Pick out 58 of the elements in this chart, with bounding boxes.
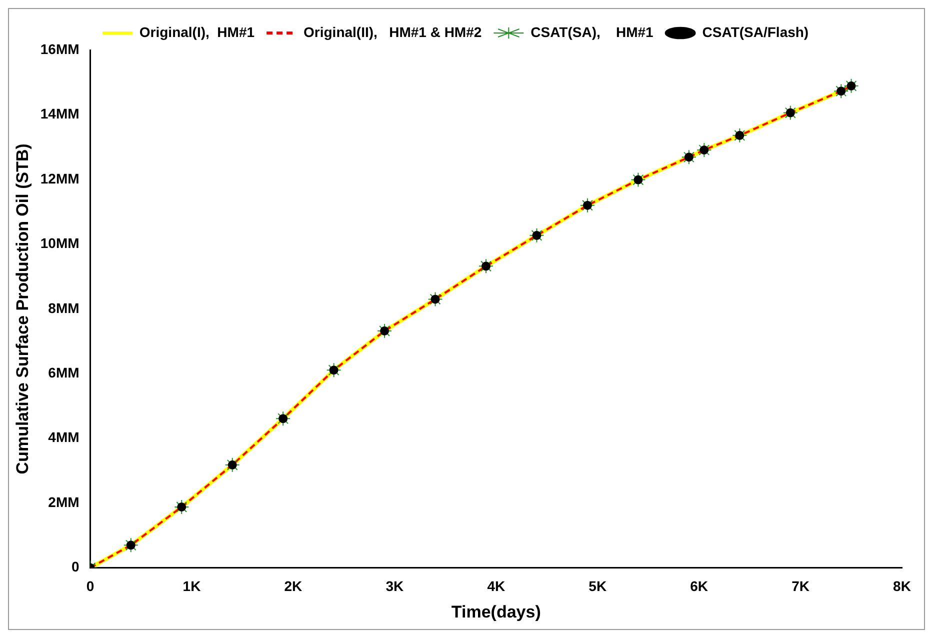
y-tick-label: 4MM: [48, 429, 80, 446]
point: [377, 323, 392, 338]
point: [123, 538, 138, 553]
x-axis-title: Time(days): [451, 602, 541, 622]
point: [224, 457, 240, 472]
y-tick-label: 2MM: [48, 494, 80, 510]
point: [732, 128, 748, 143]
point: [684, 152, 694, 162]
point: [834, 84, 849, 99]
point: [482, 262, 490, 271]
point: [836, 86, 846, 96]
point: [380, 326, 390, 336]
x-tick-label: 1K: [182, 578, 201, 594]
x-tick-label: 6K: [690, 578, 708, 594]
y-tick-label: 0: [72, 558, 80, 575]
point: [582, 200, 592, 210]
y-tick-label: 10MM: [40, 235, 80, 252]
y-tick-label: 8MM: [48, 300, 80, 316]
point: [478, 258, 494, 274]
point: [532, 230, 542, 240]
point: [700, 146, 709, 154]
x-tick-label: 4K: [487, 578, 506, 594]
point: [428, 292, 443, 307]
y-tick-label: 6MM: [48, 364, 80, 380]
legend-label: Original(I), HM#1: [139, 24, 255, 40]
x-tick-label: 2K: [284, 578, 302, 594]
point: [276, 411, 291, 426]
legend-label: CSAT(SA), HM#1: [530, 24, 654, 40]
point: [126, 540, 136, 550]
point: [228, 460, 237, 470]
x-tick-label: 7K: [792, 578, 810, 594]
x-tick-label: 0: [86, 578, 94, 594]
point: [529, 228, 544, 243]
point: [844, 78, 859, 94]
legend-label: CSAT(SA/Flash): [702, 24, 809, 40]
point: [430, 294, 440, 304]
x-tick-label: 5K: [588, 578, 607, 594]
point: [329, 366, 338, 375]
point: [174, 499, 190, 514]
point: [580, 198, 595, 213]
point: [681, 150, 696, 165]
point: [634, 175, 643, 184]
point: [177, 502, 186, 512]
point: [735, 130, 744, 140]
y-tick-label: 14MM: [40, 106, 80, 122]
y-tick-label: 16MM: [40, 40, 80, 57]
x-tick-label: 3K: [386, 578, 404, 594]
point: [278, 414, 288, 424]
x-tick-label: 8K: [893, 578, 911, 594]
y-axis-title: Cumulative Surface Production Oil (STB): [12, 144, 32, 474]
point: [630, 172, 646, 188]
legend-label: Original(II), HM#1 & HM#2: [304, 24, 482, 40]
point: [326, 362, 342, 378]
y-tick-label: 12MM: [40, 170, 80, 186]
point: [782, 105, 798, 120]
point: [786, 108, 795, 118]
point: [846, 81, 856, 90]
point: [696, 142, 712, 158]
